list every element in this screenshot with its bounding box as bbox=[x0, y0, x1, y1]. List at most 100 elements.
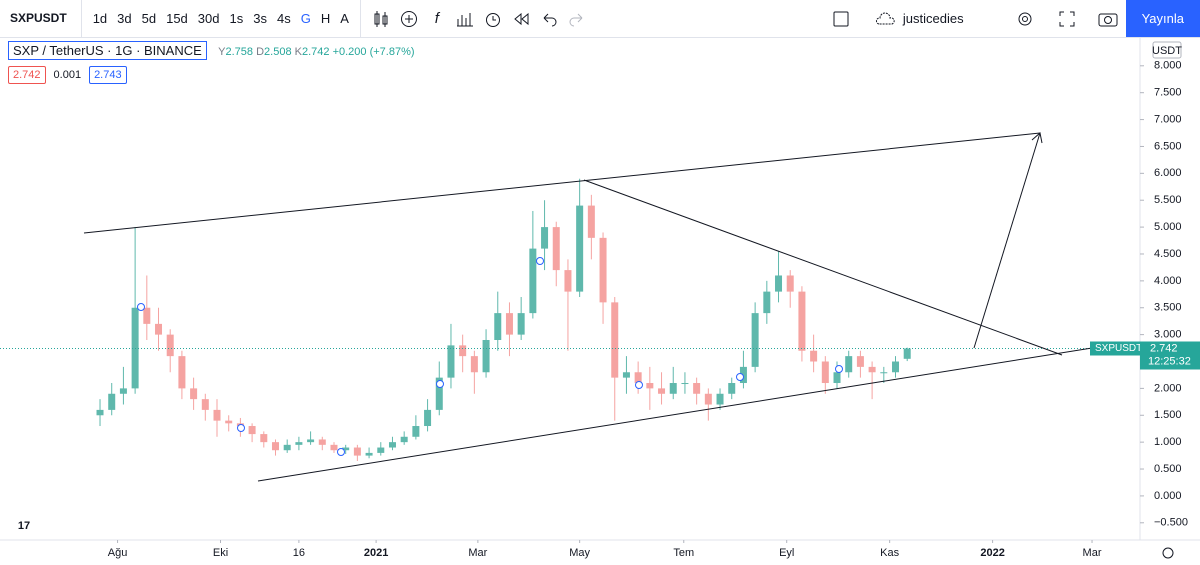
redo-icon[interactable] bbox=[563, 0, 591, 37]
indicators-icon[interactable]: f bbox=[434, 10, 439, 27]
candle-body bbox=[646, 383, 654, 389]
bid-price[interactable]: 2.742 bbox=[8, 66, 46, 84]
interval-list: 1d 3d 5d 15d 30d 1s 3s 4s G H A bbox=[82, 11, 354, 26]
interval-button[interactable]: A bbox=[340, 11, 349, 26]
candle-body bbox=[412, 426, 420, 437]
candle-body bbox=[810, 350, 818, 362]
settings-icon[interactable] bbox=[1016, 10, 1034, 28]
interval-button[interactable]: 3d bbox=[117, 11, 132, 26]
event-marker[interactable] bbox=[137, 303, 145, 311]
candle-body bbox=[716, 393, 724, 405]
publish-button[interactable]: Yayınla bbox=[1125, 0, 1200, 37]
currency-label: USDT bbox=[1152, 45, 1182, 57]
ohlc-key: Y bbox=[218, 46, 226, 58]
templates-icon[interactable] bbox=[451, 0, 479, 37]
y-tick-label: 8.000 bbox=[1154, 60, 1182, 72]
event-marker[interactable] bbox=[635, 381, 643, 389]
candle-body bbox=[880, 372, 888, 374]
candle-body bbox=[763, 291, 771, 314]
symbol-button[interactable]: SXPUSDT bbox=[0, 0, 82, 37]
interval-button[interactable]: 3s bbox=[253, 11, 267, 26]
y-tick-label: 0.000 bbox=[1154, 490, 1182, 502]
candle-body bbox=[751, 313, 759, 367]
candle-body bbox=[482, 340, 490, 373]
event-marker[interactable] bbox=[835, 365, 843, 373]
y-tick-label: 5.500 bbox=[1154, 194, 1182, 206]
interval-button[interactable]: 30d bbox=[197, 11, 220, 26]
candle-body bbox=[798, 291, 806, 351]
event-marker[interactable] bbox=[736, 373, 744, 381]
trend-line[interactable] bbox=[257, 347, 1093, 482]
arrow-head[interactable] bbox=[1031, 132, 1043, 144]
candle-body bbox=[377, 447, 385, 453]
candle-body bbox=[271, 442, 279, 451]
candle-body bbox=[728, 383, 736, 394]
ohlc-values: Y2.758 D2.508 K2.742 +0.200 (+7.87%) bbox=[218, 46, 414, 58]
user-area: justicedies bbox=[833, 10, 1126, 28]
currency-badge[interactable] bbox=[1152, 41, 1182, 59]
event-marker[interactable] bbox=[436, 380, 444, 388]
tv-logo: 17 bbox=[10, 514, 38, 536]
candle-body bbox=[470, 356, 478, 373]
candle-body bbox=[903, 348, 911, 359]
candle-body bbox=[494, 313, 502, 340]
interval-button[interactable]: H bbox=[320, 11, 331, 26]
snapshot-icon[interactable] bbox=[1098, 10, 1118, 28]
candle-body bbox=[786, 275, 794, 292]
y-tick-label: 0.500 bbox=[1154, 463, 1182, 475]
undo-icon[interactable] bbox=[535, 0, 563, 37]
candle-body bbox=[119, 388, 127, 394]
interval-button[interactable]: G bbox=[300, 11, 311, 26]
event-marker[interactable] bbox=[237, 424, 245, 432]
alert-icon[interactable] bbox=[479, 0, 507, 37]
fullscreen-icon[interactable] bbox=[1058, 10, 1076, 28]
user-name[interactable]: justicedies bbox=[902, 11, 964, 26]
candle-body bbox=[155, 323, 163, 335]
y-tick-label: 4.500 bbox=[1154, 248, 1182, 260]
interval-button[interactable]: 1d bbox=[92, 11, 108, 26]
cloud-icon[interactable] bbox=[875, 12, 897, 26]
candle-body bbox=[856, 356, 864, 367]
candle-body bbox=[529, 248, 537, 314]
event-marker[interactable] bbox=[536, 257, 544, 265]
interval-button[interactable]: 1s bbox=[229, 11, 244, 26]
event-markers[interactable] bbox=[137, 257, 843, 456]
replay-icon[interactable] bbox=[507, 0, 535, 37]
interval-button[interactable]: 4s bbox=[276, 11, 291, 26]
candle-body bbox=[669, 383, 677, 394]
candle-body bbox=[611, 302, 619, 378]
symbol-title[interactable]: SXP / TetherUS · 1G · BINANCE bbox=[8, 41, 207, 60]
interval-button[interactable]: 15d bbox=[166, 11, 188, 26]
candle-body bbox=[424, 409, 432, 427]
candle-body bbox=[552, 227, 560, 271]
interval-button[interactable]: 5d bbox=[141, 11, 157, 26]
candle-body bbox=[166, 334, 174, 357]
y-tick-label: 1.000 bbox=[1154, 436, 1182, 448]
ask-price[interactable]: 2.743 bbox=[89, 66, 127, 84]
candle-body bbox=[505, 313, 513, 335]
arrow-line[interactable] bbox=[973, 132, 1041, 349]
y-tick-label: 7.000 bbox=[1154, 113, 1182, 125]
candle-body bbox=[634, 372, 642, 384]
last-price-symbol: SXPUSDT bbox=[1095, 343, 1142, 354]
event-marker[interactable] bbox=[337, 448, 345, 456]
trend-line[interactable] bbox=[583, 179, 1063, 356]
candle-type-icon[interactable] bbox=[367, 0, 395, 37]
y-tick-label: 1.500 bbox=[1154, 409, 1182, 421]
drawings[interactable] bbox=[83, 132, 1093, 482]
candle-body bbox=[388, 442, 396, 448]
compare-icon[interactable] bbox=[395, 0, 423, 37]
candle-body bbox=[330, 444, 338, 451]
candle-body bbox=[693, 383, 701, 394]
candle-body bbox=[213, 409, 221, 421]
settings-icon[interactable] bbox=[1162, 547, 1174, 559]
x-tick-label: May bbox=[569, 547, 590, 559]
candle-body bbox=[576, 205, 584, 292]
y-tick-label: 6.000 bbox=[1154, 167, 1182, 179]
trend-line[interactable] bbox=[83, 132, 1041, 234]
spread: 0.001 bbox=[53, 69, 82, 81]
candle-body bbox=[658, 388, 666, 394]
y-tick-label: 3.000 bbox=[1154, 329, 1182, 341]
layout-icon[interactable] bbox=[833, 11, 849, 27]
